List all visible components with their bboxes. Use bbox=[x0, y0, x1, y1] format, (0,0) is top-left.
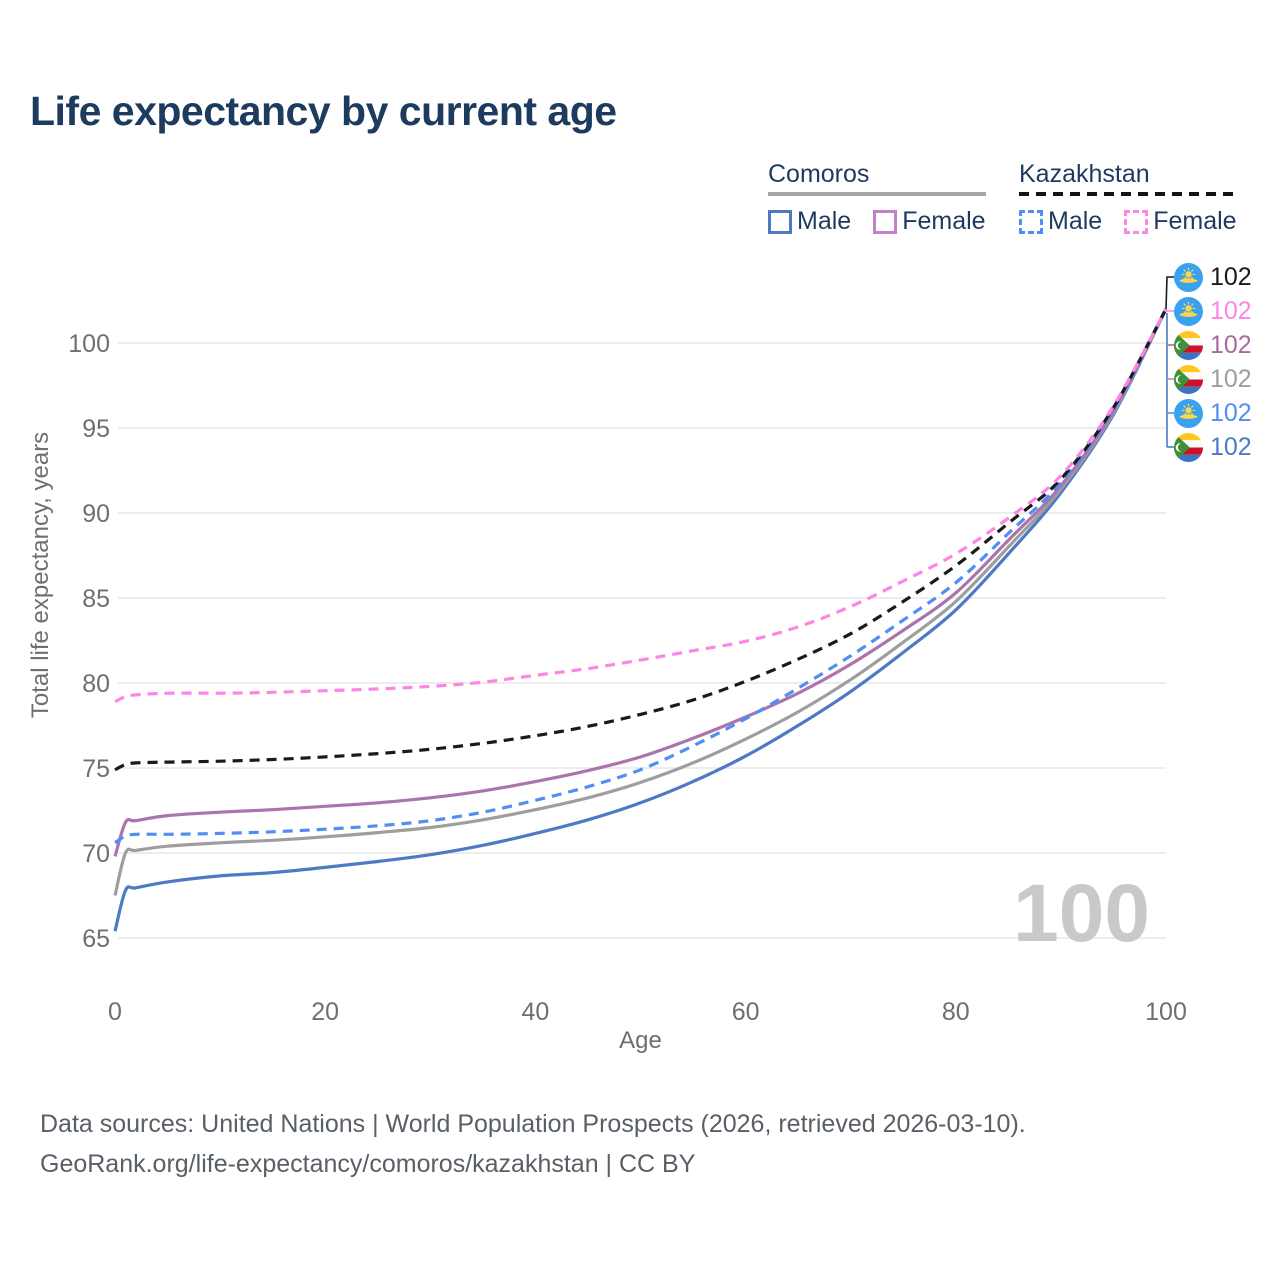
legend-item-kazakhstan-female[interactable]: Female bbox=[1124, 207, 1237, 236]
y-tick-90: 90 bbox=[82, 500, 110, 528]
x-tick-20: 20 bbox=[311, 998, 339, 1026]
series-line-comoros-both-sexes bbox=[113, 308, 1168, 896]
series-line-kazakhstan-both-sexes bbox=[114, 308, 1168, 772]
x-axis-ticks: 0 20 40 60 80 100 bbox=[108, 998, 1187, 1026]
footer-data-sources: Data sources: United Nations | World Pop… bbox=[40, 1110, 1026, 1138]
series-line-comoros-male bbox=[113, 308, 1168, 932]
flag-kz-icon bbox=[1174, 263, 1203, 292]
x-tick-40: 40 bbox=[521, 998, 549, 1026]
x-tick-80: 80 bbox=[942, 998, 970, 1026]
endpoint-row-comoros-2: 102 bbox=[1174, 328, 1252, 362]
endpoint-value: 102 bbox=[1210, 432, 1252, 461]
y-tick-80: 80 bbox=[82, 670, 110, 698]
gridlines bbox=[118, 342, 1166, 939]
y-axis-ticks: 65 70 75 80 85 90 95 100 bbox=[68, 330, 110, 953]
series-line-comoros-female bbox=[113, 308, 1168, 857]
y-tick-100: 100 bbox=[68, 330, 110, 358]
watermark-age-100: 100 bbox=[1013, 868, 1150, 959]
endpoint-value: 102 bbox=[1210, 262, 1252, 291]
legend-group-kazakhstan: Kazakhstan Male Female bbox=[1019, 160, 1237, 236]
comoros-female-label: Female bbox=[902, 207, 986, 235]
legend-group-comoros-label[interactable]: Comoros bbox=[768, 160, 870, 188]
endpoint-row-comoros-3: 102 bbox=[1174, 362, 1252, 396]
endpoint-value: 102 bbox=[1210, 330, 1252, 359]
legend-item-comoros-female[interactable]: Female bbox=[873, 207, 986, 236]
comoros-female-swatch bbox=[873, 209, 898, 234]
x-axis-title: Age bbox=[619, 1027, 662, 1054]
kazakhstan-male-label: Male bbox=[1048, 207, 1103, 235]
endpoint-value: 102 bbox=[1210, 296, 1252, 325]
endpoint-row-comoros-5: 102 bbox=[1174, 430, 1252, 464]
kazakhstan-female-label: Female bbox=[1153, 207, 1237, 235]
endpoint-row-kazakhstan-0: 102 bbox=[1174, 260, 1252, 294]
endpoint-leader-lines bbox=[1165, 276, 1174, 448]
x-tick-60: 60 bbox=[732, 998, 760, 1026]
series-lines bbox=[113, 308, 1168, 932]
y-tick-85: 85 bbox=[82, 585, 110, 613]
endpoint-row-kazakhstan-4: 102 bbox=[1174, 396, 1252, 430]
comoros-line-swatch bbox=[768, 192, 986, 196]
y-tick-75: 75 bbox=[82, 755, 110, 783]
y-tick-95: 95 bbox=[82, 415, 110, 443]
flag-kz-icon bbox=[1174, 297, 1203, 326]
x-tick-0: 0 bbox=[108, 998, 122, 1026]
endpoint-value: 102 bbox=[1210, 364, 1252, 393]
legend-group-kazakhstan-label[interactable]: Kazakhstan bbox=[1019, 160, 1150, 188]
kazakhstan-line-swatch bbox=[1019, 192, 1237, 196]
flag-km-icon bbox=[1174, 331, 1203, 360]
flag-kz-icon bbox=[1174, 399, 1203, 428]
legend-item-comoros-male[interactable]: Male bbox=[768, 207, 851, 236]
y-tick-70: 70 bbox=[82, 840, 110, 868]
endpoint-row-kazakhstan-1: 102 bbox=[1174, 294, 1252, 328]
comoros-male-swatch bbox=[768, 209, 792, 234]
page-title: Life expectancy by current age bbox=[30, 88, 617, 134]
endpoint-value: 102 bbox=[1210, 398, 1252, 427]
x-tick-100: 100 bbox=[1145, 998, 1187, 1026]
flag-km-icon bbox=[1174, 433, 1203, 462]
kazakhstan-female-swatch bbox=[1124, 209, 1149, 234]
y-tick-65: 65 bbox=[82, 925, 110, 953]
series-line-kazakhstan-male bbox=[114, 308, 1168, 845]
series-line-kazakhstan-female bbox=[114, 308, 1168, 704]
comoros-male-label: Male bbox=[797, 207, 852, 235]
kazakhstan-male-swatch bbox=[1019, 209, 1043, 234]
legend-group-comoros: Comoros Male Female bbox=[768, 160, 986, 236]
y-axis-title: Total life expectancy, years bbox=[27, 432, 54, 718]
footer-attribution: GeoRank.org/life-expectancy/comoros/kaza… bbox=[40, 1150, 696, 1178]
endpoint-labels: 102 102 102 102 102 102 bbox=[1174, 260, 1252, 464]
flag-km-icon bbox=[1174, 365, 1203, 394]
legend-item-kazakhstan-male[interactable]: Male bbox=[1019, 207, 1102, 236]
